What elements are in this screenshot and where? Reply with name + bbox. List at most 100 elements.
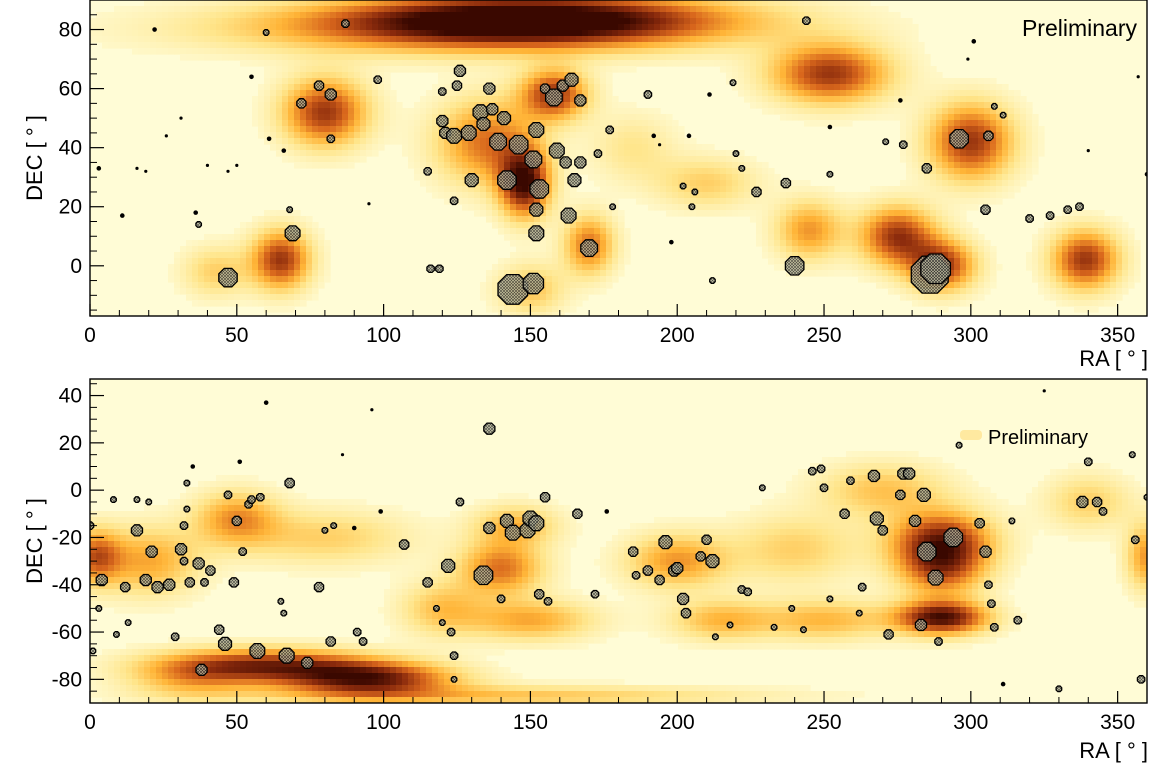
heatmap-cell [648, 108, 655, 115]
heatmap-cell [594, 180, 601, 187]
heatmap-cell [996, 120, 1003, 127]
heatmap-cell [582, 132, 589, 139]
heatmap-cell [456, 60, 463, 67]
heatmap-cell [204, 258, 211, 265]
heatmap-cell [906, 180, 913, 187]
heatmap-cell [534, 96, 541, 103]
heatmap-cell [798, 30, 805, 37]
heatmap-cell [198, 264, 205, 271]
heatmap-cell [834, 258, 841, 265]
heatmap-cell [384, 18, 391, 25]
heatmap-cell [876, 12, 883, 19]
heatmap-cell [912, 288, 919, 295]
heatmap-cell [378, 18, 385, 25]
heatmap-cell [312, 162, 319, 169]
heatmap-cell [300, 156, 307, 163]
heatmap-cell [654, 126, 661, 133]
heatmap-cell [774, 198, 781, 205]
heatmap-cell [504, 30, 511, 37]
heatmap-cell [564, 198, 571, 205]
heatmap-cell [546, 228, 553, 235]
heatmap-cell [252, 300, 259, 307]
heatmap-cell [324, 12, 331, 19]
heatmap-cell [492, 180, 499, 187]
heatmap-cell [246, 252, 253, 259]
heatmap-cell [786, 30, 793, 37]
heatmap-cell [750, 54, 757, 61]
heatmap-cell [900, 228, 907, 235]
heatmap-cell [504, 66, 511, 73]
heatmap-cell [678, 54, 685, 61]
heatmap-cell [582, 192, 589, 199]
heatmap-cell [690, 168, 697, 175]
heatmap-cell [210, 288, 217, 295]
heatmap-cell [684, 48, 691, 55]
heatmap-cell [228, 6, 235, 13]
heatmap-cell [558, 198, 565, 205]
heatmap-cell [834, 84, 841, 91]
heatmap-cell [1050, 270, 1057, 277]
heatmap-cell [366, 78, 373, 85]
heatmap-cell [282, 54, 289, 61]
heatmap-cell [1038, 270, 1045, 277]
heatmap-cell [1044, 222, 1051, 229]
heatmap-cell [834, 240, 841, 247]
heatmap-cell [360, 78, 367, 85]
heatmap-cell [612, 42, 619, 49]
heatmap-cell [918, 108, 925, 115]
heatmap-cell [528, 138, 535, 145]
heatmap-cell [270, 270, 277, 277]
heatmap-cell [276, 108, 283, 115]
heatmap-cell [594, 126, 601, 133]
heatmap-cell [324, 108, 331, 115]
heatmap-cell [984, 168, 991, 175]
heatmap-cell [738, 66, 745, 73]
heatmap-cell [858, 234, 865, 241]
heatmap-cell [630, 42, 637, 49]
heatmap-cell [360, 102, 367, 109]
heatmap-cell [792, 216, 799, 223]
heatmap-cell [318, 60, 325, 67]
heatmap-cell [924, 120, 931, 127]
heatmap-cell [642, 12, 649, 19]
heatmap-cell [438, 78, 445, 85]
heatmap-cell [990, 90, 997, 97]
heatmap-cell [582, 54, 589, 61]
heatmap-cell [234, 24, 241, 31]
heatmap-cell [828, 204, 835, 211]
heatmap-cell [936, 132, 943, 139]
heatmap-cell [534, 144, 541, 151]
heatmap-cell [408, 150, 415, 157]
heatmap-cell [414, 42, 421, 49]
heatmap-cell [402, 0, 409, 7]
heatmap-cell [954, 204, 961, 211]
heatmap-cell [312, 144, 319, 151]
heatmap-cell [342, 120, 349, 127]
heatmap-cell [852, 96, 859, 103]
heatmap-cell [312, 126, 319, 133]
heatmap-cell [342, 126, 349, 133]
heatmap-cell [204, 276, 211, 283]
heatmap-cell [420, 6, 427, 13]
heatmap-cell [294, 222, 301, 229]
heatmap-cell [516, 228, 523, 235]
heatmap-cell [546, 192, 553, 199]
heatmap-cell [438, 42, 445, 49]
heatmap-cell [528, 108, 535, 115]
heatmap-cell [276, 90, 283, 97]
heatmap-cell [864, 18, 871, 25]
heatmap-cell [1002, 186, 1009, 193]
heatmap-cell [522, 312, 529, 316]
heatmap-cell [684, 210, 691, 217]
heatmap-cell [276, 114, 283, 121]
heatmap-cell [762, 24, 769, 31]
heatmap-cell [786, 186, 793, 193]
heatmap-cell [294, 150, 301, 157]
heatmap-cell [492, 42, 499, 49]
heatmap-cell [282, 300, 289, 307]
heatmap-cell [588, 288, 595, 295]
heatmap-cell [258, 132, 265, 139]
heatmap-cell [552, 312, 559, 316]
heatmap-cell [510, 120, 517, 127]
heatmap-cell [324, 114, 331, 121]
